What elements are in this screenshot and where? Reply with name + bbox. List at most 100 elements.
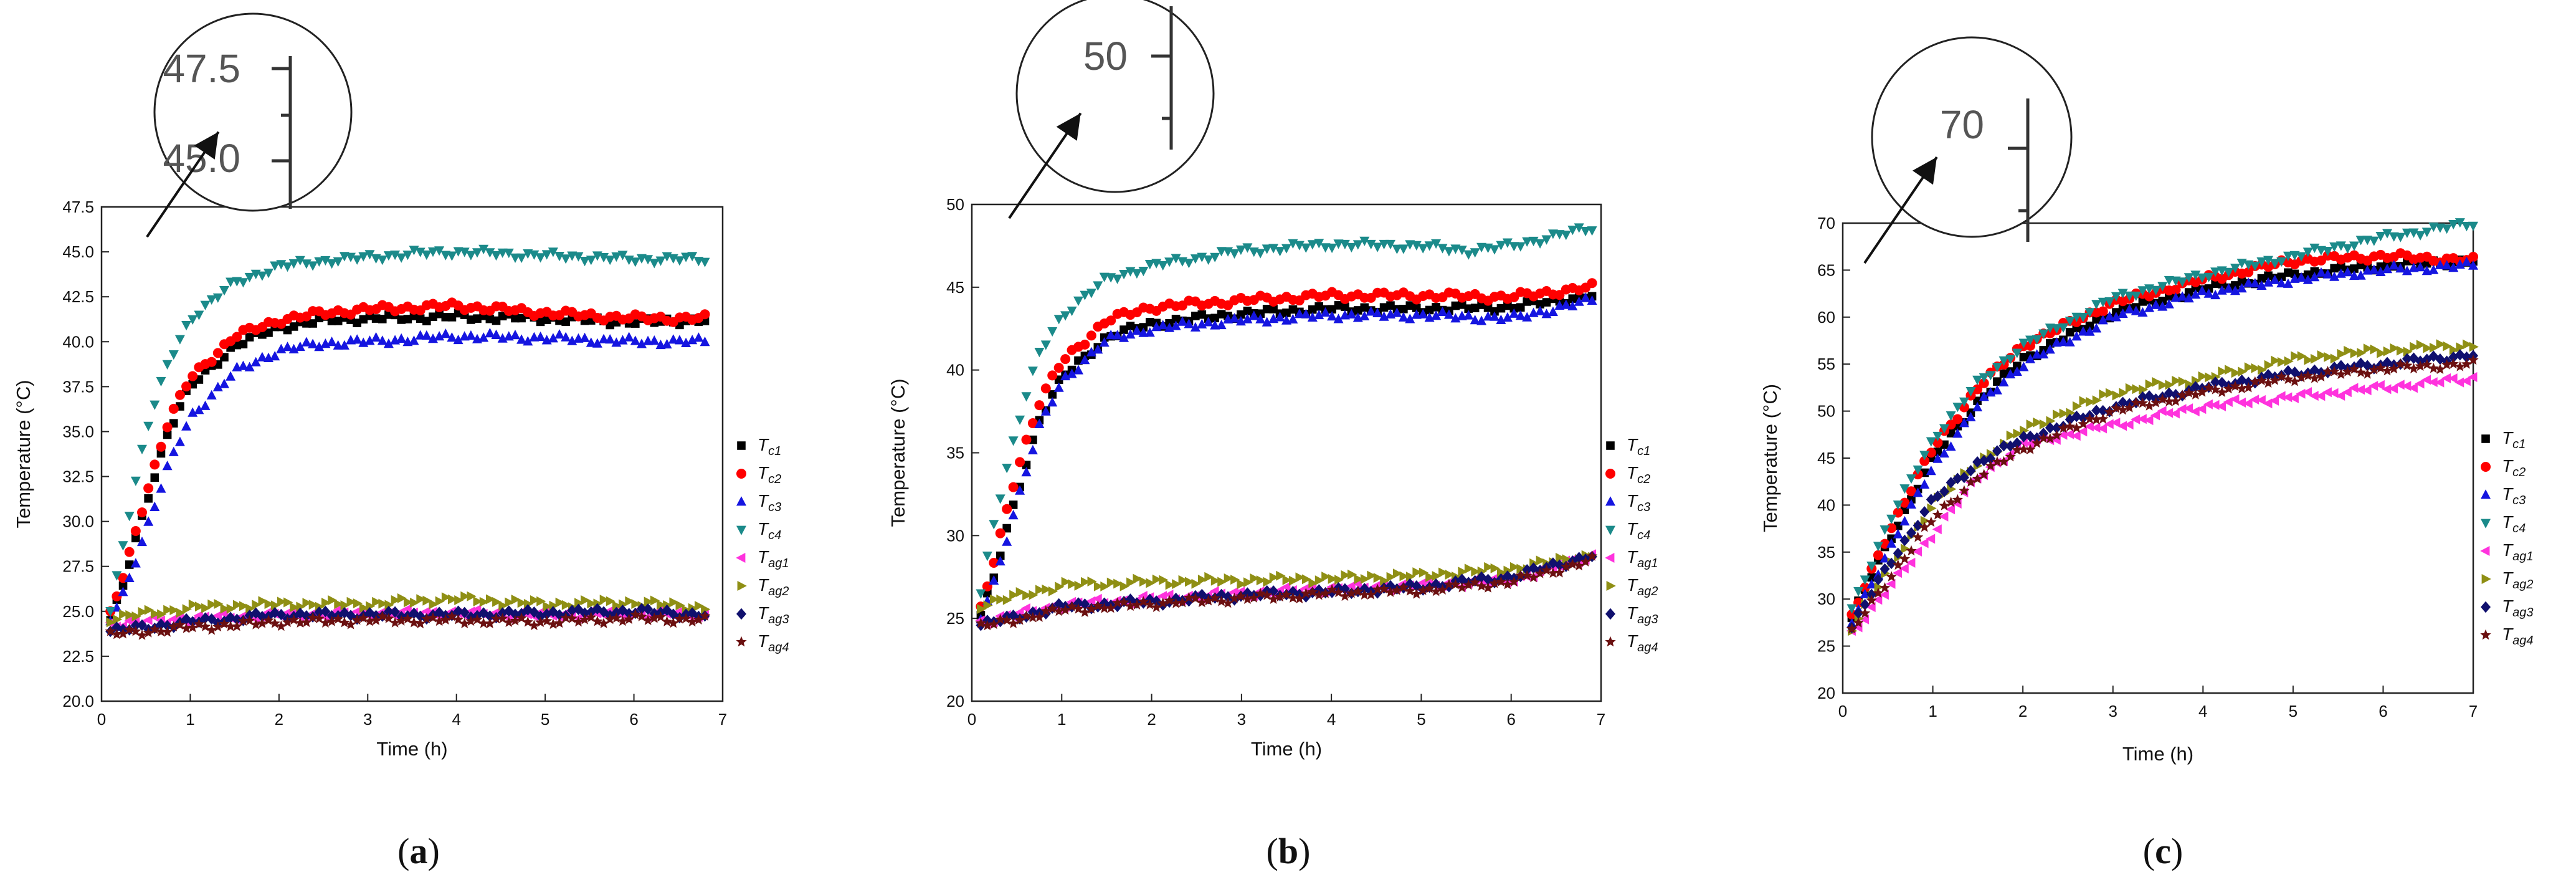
data-point-ag1	[2415, 378, 2425, 389]
data-point-ag4	[674, 613, 685, 624]
legend-symbol: T	[758, 435, 769, 454]
legend-symbol: T	[758, 519, 769, 538]
data-point-c4	[2382, 229, 2392, 239]
data-point-c2	[1040, 383, 1051, 394]
data-point-c3	[2104, 311, 2115, 321]
data-point-c3	[1047, 397, 1058, 407]
data-point-c1	[1139, 323, 1148, 332]
data-point-ag4	[1333, 586, 1344, 598]
data-point-ag4	[1196, 596, 1208, 608]
data-point-ag3	[415, 610, 425, 622]
data-point-c4	[257, 271, 267, 281]
data-point-ag4	[408, 616, 420, 628]
data-point-c3	[2236, 283, 2247, 293]
data-point-c1	[144, 494, 153, 503]
data-point-c3	[371, 332, 381, 342]
data-point-ag4	[1959, 485, 1970, 495]
y-tick-label: 22.5	[62, 647, 94, 666]
data-point-ag4	[2117, 404, 2129, 415]
data-point-c1	[2257, 274, 2266, 283]
data-point-c3	[1333, 313, 1344, 323]
data-point-c4	[472, 248, 482, 258]
legend-symbol: T	[1627, 575, 1638, 595]
data-point-c1	[150, 473, 159, 482]
data-point-ag2	[1250, 573, 1260, 583]
data-point-c4	[1490, 245, 1499, 255]
data-point-ag4	[2064, 421, 2076, 431]
data-point-c4	[579, 257, 590, 267]
data-point-ag4	[257, 618, 268, 628]
data-point-c4	[2415, 231, 2426, 241]
data-point-ag4	[554, 617, 565, 628]
data-point-ag4	[427, 612, 439, 623]
data-point-ag3	[2289, 366, 2300, 378]
data-point-c2	[137, 507, 148, 518]
data-point-ag3	[1932, 491, 1943, 502]
data-point-c1	[1074, 356, 1083, 365]
data-point-ag2	[429, 599, 439, 610]
legend-marker-c1	[1606, 441, 1615, 450]
x-tick-label: 4	[452, 710, 460, 729]
data-point-ag2	[264, 599, 274, 610]
data-point-c4	[681, 252, 692, 262]
data-point-ag2	[1536, 555, 1546, 566]
data-point-ag4	[2243, 381, 2254, 393]
legend-marker-ag4	[1605, 636, 1616, 647]
data-point-ag2	[2396, 345, 2407, 356]
data-point-ag4	[2223, 383, 2235, 394]
data-point-ag2	[270, 600, 280, 611]
data-point-ag2	[543, 601, 553, 611]
data-point-ag2	[2330, 353, 2340, 364]
data-point-ag4	[206, 624, 217, 635]
data-point-ag2	[1093, 581, 1104, 591]
data-point-ag4	[1111, 597, 1123, 608]
zoom-arrow-head	[1056, 113, 1081, 141]
data-point-c3	[611, 337, 622, 347]
data-point-ag4	[1352, 585, 1364, 596]
data-point-ag1	[421, 606, 431, 616]
data-point-c4	[1873, 542, 1883, 552]
data-point-ag2	[631, 599, 641, 610]
data-point-c3	[2428, 264, 2439, 274]
data-point-c2	[143, 483, 154, 494]
data-point-ag2	[1106, 577, 1116, 588]
data-point-c4	[1067, 306, 1077, 317]
data-point-ag4	[1268, 593, 1279, 604]
data-point-ag2	[1133, 573, 1143, 584]
data-point-c1	[1308, 305, 1317, 314]
data-point-c2	[174, 390, 185, 400]
data-point-c4	[2058, 323, 2068, 333]
data-point-ag2	[201, 603, 211, 613]
data-point-ag2	[384, 600, 394, 610]
data-point-c4	[1203, 255, 1214, 265]
data-point-ag2	[2291, 351, 2301, 361]
legend-marker-c1	[737, 441, 746, 450]
data-point-ag1	[2104, 419, 2114, 429]
data-point-ag2	[1230, 575, 1240, 585]
data-point-c3	[2355, 270, 2366, 280]
legend-marker-c2	[736, 469, 746, 479]
data-point-ag2	[996, 594, 1006, 605]
data-point-ag1	[2322, 387, 2332, 398]
data-point-ag2	[340, 600, 350, 611]
data-point-ag4	[2098, 413, 2109, 424]
legend-label-c1: Tc1	[758, 435, 781, 458]
data-point-ag4	[2031, 438, 2043, 448]
data-point-ag2	[321, 598, 331, 608]
data-point-c1	[2092, 315, 2101, 324]
data-point-ag3	[617, 605, 628, 616]
data-point-c1	[1341, 302, 1349, 312]
data-point-ag1	[1164, 590, 1174, 600]
data-point-c3	[2012, 366, 2022, 376]
data-point-ag2	[2013, 428, 2023, 439]
data-point-c2	[1932, 438, 1943, 448]
data-point-ag4	[2296, 371, 2307, 383]
data-point-ag3	[1411, 580, 1422, 592]
legend-item-c1: Tc1	[1606, 435, 1650, 458]
data-point-ag2	[277, 596, 287, 607]
data-point-ag2	[1405, 572, 1416, 582]
zoom-circle	[1871, 36, 2073, 238]
data-point-c3	[2369, 264, 2379, 274]
data-point-c4	[150, 400, 160, 410]
data-point-c4	[1567, 226, 1578, 236]
